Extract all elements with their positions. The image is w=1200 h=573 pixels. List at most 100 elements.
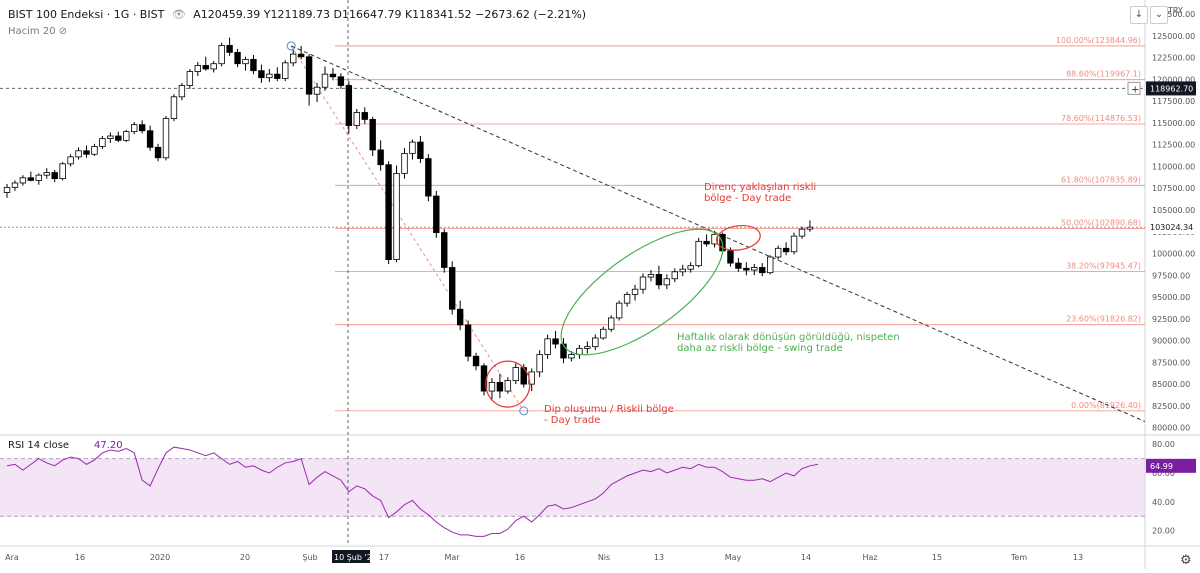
plus-icon: +	[1131, 84, 1139, 95]
candle-body	[345, 85, 353, 126]
candle-body	[472, 355, 480, 367]
candle-body	[806, 226, 814, 230]
candle-body	[83, 150, 90, 155]
price-tick-label: 87500.00	[1152, 358, 1190, 367]
candle-body	[353, 112, 360, 126]
candle-body	[568, 354, 575, 359]
time-tick-label: 16	[75, 553, 85, 562]
scroll-down-button[interactable]: ↓	[1130, 6, 1148, 24]
fib-level-label: 50.00%(102890.68)	[1061, 218, 1141, 227]
candle-body	[361, 112, 368, 120]
candle-body	[417, 141, 424, 160]
time-tick-label: 13	[654, 553, 664, 562]
candle-body	[615, 302, 623, 319]
price-tick-label: 105000.00	[1152, 206, 1195, 215]
candle-body	[194, 65, 201, 72]
candle-body	[123, 131, 130, 141]
price-tick-label: 127500.00	[1152, 10, 1195, 19]
price-tick-label: 107500.00	[1152, 184, 1195, 193]
candle-body	[19, 177, 27, 184]
candle-body	[576, 348, 583, 355]
annotation-swing-text: daha az riskli bölge - swing trade	[677, 343, 843, 354]
annotation-resistance-text: Direnç yaklaşılan riskli	[704, 182, 816, 193]
candle-body	[711, 233, 718, 245]
candle-body	[274, 73, 281, 79]
candle-body	[663, 278, 671, 286]
candle-body	[631, 288, 639, 295]
candle-body	[751, 267, 758, 271]
crosshair-date-badge: 10 Şub '20	[334, 553, 377, 562]
candle-body	[671, 271, 678, 280]
rsi-tick-label: 60.00	[1152, 469, 1175, 478]
rsi-band	[0, 458, 1145, 517]
last-price-badge: 103024.34	[1150, 223, 1193, 232]
price-tick-label: 125000.00	[1152, 32, 1195, 41]
candle-body	[623, 294, 631, 304]
annotation-resistance-ellipse	[715, 224, 761, 251]
candle-body	[67, 156, 74, 165]
candle-body	[464, 324, 472, 357]
candle-body	[154, 146, 162, 159]
candle-body	[560, 343, 567, 359]
candle-body	[170, 96, 178, 119]
rsi-last-badge-bg	[1146, 458, 1196, 473]
candle-body	[409, 141, 416, 154]
volume-label[interactable]: Hacim 20	[8, 26, 56, 37]
candle-body	[3, 186, 11, 193]
candle-body	[385, 164, 392, 261]
candle-body	[242, 58, 249, 65]
candle-body	[297, 53, 305, 58]
price-tick-label: 117500.00	[1152, 97, 1195, 106]
fib-level-label: 88.60%(119967.1)	[1066, 70, 1141, 79]
price-tick-label: 97500.00	[1152, 271, 1190, 280]
arrow-down-icon: ↓	[1134, 9, 1144, 20]
candle-body	[401, 152, 408, 174]
candle-body	[695, 240, 702, 267]
candle-body	[536, 354, 543, 373]
candle-body	[305, 56, 313, 95]
candle-body	[313, 86, 321, 95]
candle-body	[703, 240, 710, 245]
candle-body	[369, 119, 376, 151]
candle-body	[138, 124, 146, 132]
candle-body	[687, 265, 694, 270]
fib-level-label: 78.60%(114876.53)	[1061, 114, 1141, 123]
hidden-eye-icon[interactable]: ⊘	[58, 26, 68, 37]
crosshair-price-badge: 118962.70	[1150, 84, 1193, 93]
candle-body	[655, 274, 663, 286]
time-tick-label: 17	[379, 553, 389, 562]
chevron-down-icon: ⌄	[1154, 9, 1164, 20]
time-tick-label: Tem	[1010, 553, 1027, 562]
annotation-swing-text: Haftalık olarak dönüşün görüldüğü, nispe…	[677, 331, 900, 343]
time-tick-label: Mar	[444, 553, 460, 562]
candle-body	[234, 52, 241, 65]
last-price-badge-bg	[1146, 220, 1196, 235]
price-tick-label: 80000.00	[1152, 424, 1190, 433]
price-tick-label: 115000.00	[1152, 119, 1195, 128]
candle-body	[107, 135, 114, 139]
fib-level-label: 23.60%(91826.82)	[1066, 315, 1141, 324]
candle-body	[456, 308, 464, 326]
candle-body	[11, 182, 19, 188]
candle-body	[258, 70, 265, 79]
candle-body	[425, 158, 432, 197]
eye-icon[interactable]: 👁	[171, 8, 186, 21]
fib-anchor-bottom	[519, 406, 529, 416]
price-tick-label: 122500.00	[1152, 54, 1195, 63]
time-tick-label: May	[725, 553, 742, 562]
settings-gear-icon[interactable]: ⚙	[1180, 553, 1192, 568]
price-tick-label: 82500.00	[1152, 402, 1190, 411]
time-tick-label: Nis	[598, 553, 610, 562]
price-tick-label: 120000.00	[1152, 75, 1195, 84]
candle-body	[767, 256, 774, 274]
candle-body	[774, 247, 782, 258]
candle-body	[99, 138, 106, 147]
symbol-title[interactable]: BIST 100 Endeksi · 1G · BIST	[8, 8, 165, 21]
chart-header: BIST 100 Endeksi · 1G · BIST 👁 A120459.3…	[8, 8, 590, 21]
candle-body	[544, 338, 551, 355]
price-tick-label: 85000.00	[1152, 380, 1190, 389]
ohlc-readout: A120459.39 Y121189.73 D116647.79 K118341…	[193, 8, 587, 21]
collapse-button[interactable]: ⌄	[1150, 6, 1168, 24]
